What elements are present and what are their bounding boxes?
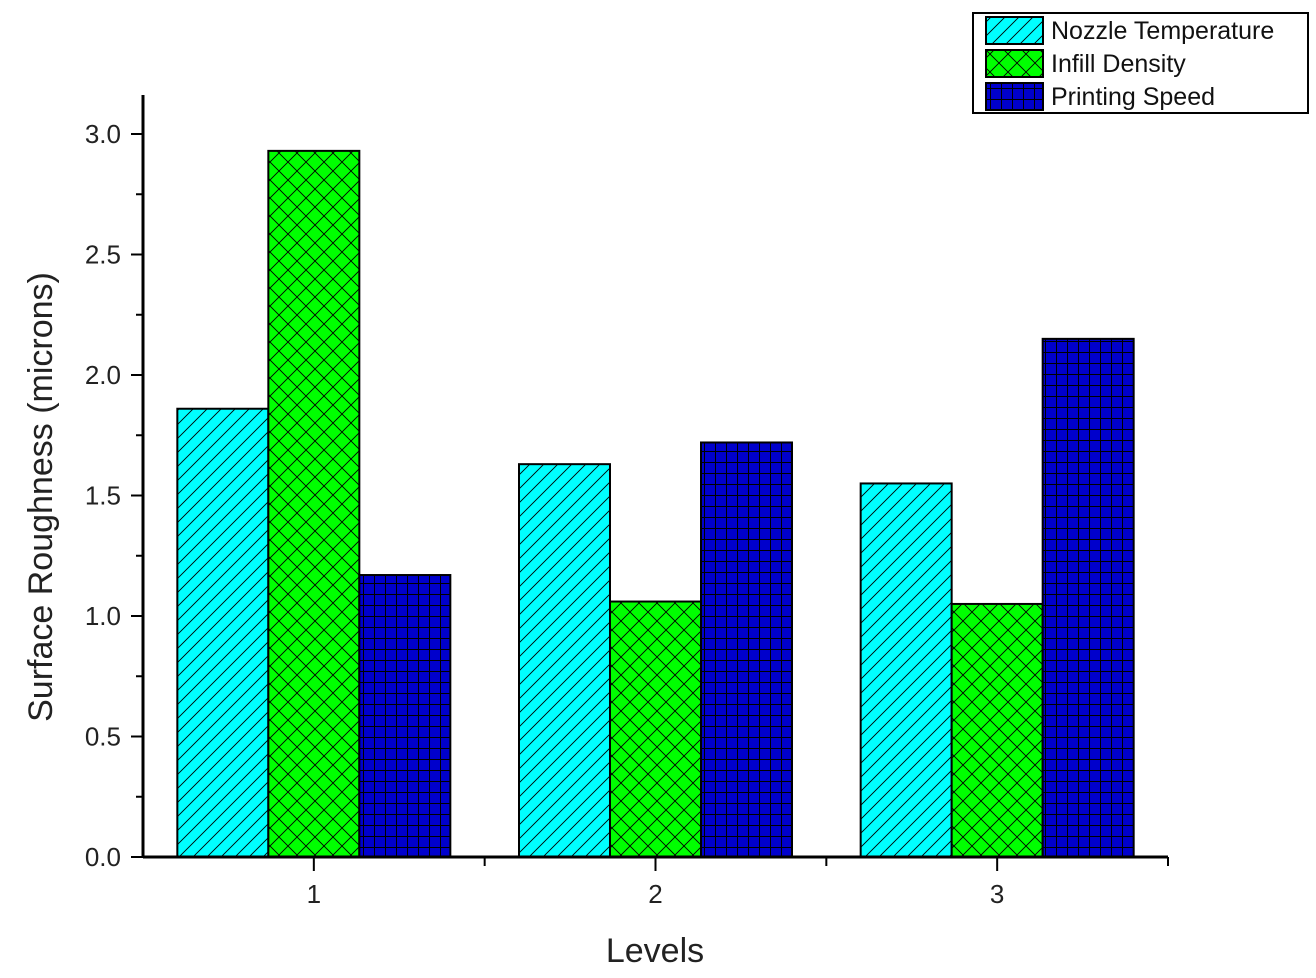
bar-infill-density-level-2 [609, 600, 702, 858]
y-tick-label: 2.0 [85, 360, 121, 390]
legend: Nozzle Temperature Infill Density Printing… [972, 12, 1309, 114]
bar-nozzle-temperature-level-3 [859, 482, 953, 858]
y-tick-label: 0.5 [85, 722, 121, 752]
y-tick-label: 2.5 [85, 240, 121, 270]
bar-infill-density-level-1 [267, 149, 361, 858]
y-tick-label: 1.0 [85, 601, 121, 631]
bars-group [176, 149, 1135, 859]
legend-swatch [985, 82, 1044, 111]
y-tick-label: 0.0 [85, 842, 121, 872]
y-tick-label: 3.0 [85, 119, 121, 149]
x-tick-label: 2 [648, 879, 662, 909]
x-tick-label: 3 [990, 879, 1004, 909]
legend-swatch [985, 49, 1044, 78]
legend-label: Infill Density [1051, 50, 1186, 78]
bar-nozzle-temperature-level-1 [176, 407, 270, 858]
x-ticks: 1 2 3 [307, 857, 1169, 909]
legend-swatch [985, 16, 1044, 45]
bar-nozzle-temperature-level-2 [518, 463, 611, 858]
x-axis-title: Levels [606, 932, 704, 970]
bar-infill-density-level-3 [950, 602, 1044, 859]
y-axis-title: Surface Roughness (microns) [22, 272, 60, 722]
bar-printing-speed-level-1 [358, 574, 452, 859]
bar-printing-speed-level-2 [700, 441, 793, 858]
legend-label: Nozzle Temperature [1051, 17, 1274, 45]
legend-label: Printing Speed [1051, 83, 1215, 111]
y-ticks: 0.0 0.5 1.0 1.5 2.0 2.5 3.0 [85, 119, 143, 872]
y-tick-label: 1.5 [85, 481, 121, 511]
x-tick-label: 1 [307, 879, 321, 909]
bar-printing-speed-level-3 [1041, 337, 1135, 859]
